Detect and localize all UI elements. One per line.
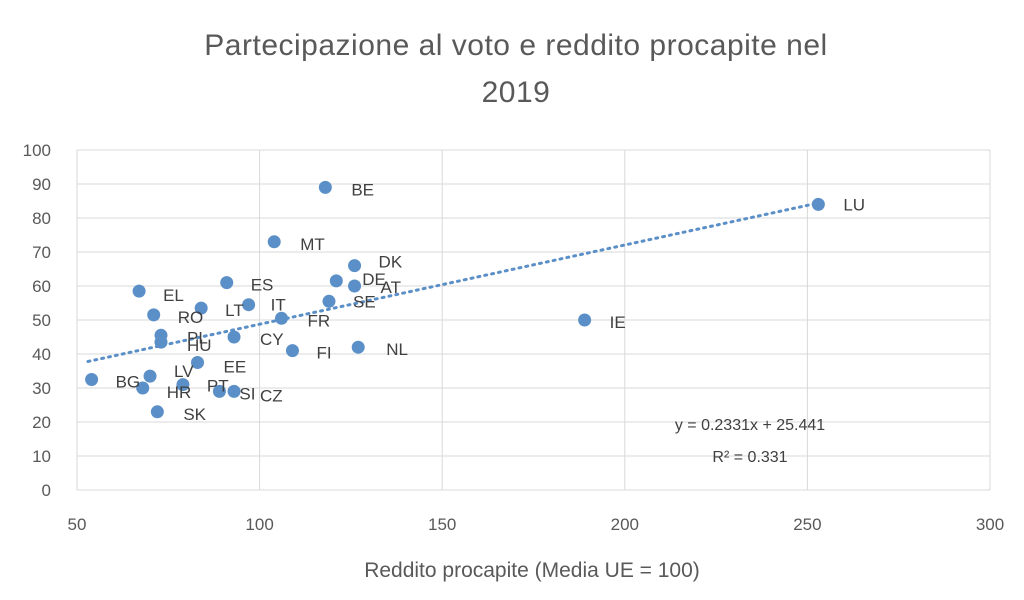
point-label-lt: LT — [225, 301, 244, 320]
point-label-ro: RO — [178, 308, 204, 327]
point-label-de: DE — [362, 270, 386, 289]
data-point-it — [242, 298, 256, 312]
data-point-fr — [275, 311, 289, 325]
x-tick-label: 100 — [245, 515, 273, 534]
data-point-at — [348, 279, 362, 293]
point-label-hu: HU — [187, 336, 212, 355]
point-label-bg: BG — [116, 373, 141, 392]
chart-title-line-2: 2019 — [482, 76, 551, 109]
data-point-mt — [267, 235, 281, 249]
data-points — [85, 180, 825, 419]
data-point-se — [322, 294, 336, 308]
y-tick-label: 30 — [32, 379, 51, 398]
point-label-ie: IE — [610, 313, 626, 332]
data-point-ee — [191, 356, 205, 369]
grid-lines — [76, 149, 991, 491]
y-tick-label: 0 — [42, 481, 51, 500]
y-tick-label: 40 — [32, 345, 51, 364]
point-label-lv: LV — [174, 362, 194, 381]
point-label-cy: CY — [260, 330, 284, 349]
point-label-pt: PT — [207, 377, 229, 396]
data-point-ie — [578, 313, 592, 327]
data-point-hu — [154, 335, 168, 349]
y-tick-label: 80 — [32, 209, 51, 228]
point-label-fr: FR — [308, 311, 331, 330]
point-label-be: BE — [351, 180, 374, 199]
point-label-cz: CZ — [260, 386, 283, 405]
trendline-equation: y = 0.2331x + 25.441 R² = 0.331 — [675, 417, 825, 466]
y-tick-label: 90 — [32, 175, 51, 194]
point-label-ee: EE — [224, 358, 247, 377]
data-point-hr — [136, 381, 150, 395]
point-label-at: AT — [381, 278, 401, 297]
data-point-lt — [194, 301, 208, 315]
y-tick-label: 100 — [23, 141, 51, 160]
data-point-lv — [143, 369, 157, 383]
point-label-pl: PL — [187, 328, 208, 347]
x-tick-label: 200 — [611, 515, 639, 534]
point-label-it: IT — [271, 296, 286, 315]
data-point-dk — [348, 259, 362, 273]
point-label-el: EL — [163, 286, 184, 305]
y-tick-label: 50 — [32, 311, 51, 330]
data-point-es — [220, 276, 234, 290]
point-label-fi: FI — [316, 344, 331, 363]
trendline-equation-text: y = 0.2331x + 25.441 — [675, 417, 825, 434]
x-tick-label: 150 — [428, 515, 456, 534]
data-point-fi — [285, 344, 299, 358]
x-tick-label: 50 — [68, 515, 87, 534]
point-label-es: ES — [251, 276, 274, 295]
y-tick-label: 70 — [32, 243, 51, 262]
data-point-de — [329, 274, 343, 288]
axes: 0 10 20 30 40 50 60 70 80 90 100 50 100 150 200 250 300 — [23, 141, 1005, 534]
point-label-lu: LU — [843, 195, 865, 214]
x-tick-label: 250 — [793, 515, 821, 534]
y-tick-label: 10 — [32, 447, 51, 466]
point-label-nl: NL — [386, 340, 408, 359]
point-label-se: SE — [353, 292, 376, 311]
y-tick-label: 60 — [32, 277, 51, 296]
point-label-hr: HR — [167, 383, 192, 402]
data-point-si — [212, 384, 226, 398]
x-tick-label: 300 — [976, 515, 1004, 534]
data-point-sk — [150, 405, 164, 419]
data-point-nl — [351, 340, 365, 354]
trendline — [86, 201, 820, 363]
data-point-ro — [147, 308, 161, 322]
chart-title: Partecipazione al voto e reddito procapi… — [204, 29, 827, 109]
point-label-mt: MT — [300, 235, 325, 254]
trendline-path — [86, 201, 820, 363]
data-point-pt — [176, 378, 190, 392]
chart-title-line-1: Partecipazione al voto e reddito procapi… — [204, 29, 827, 62]
point-label-si: SI — [239, 384, 255, 403]
data-point-cy — [227, 330, 241, 344]
trendline-r2-text: R² = 0.331 — [712, 449, 787, 466]
point-label-sk: SK — [183, 405, 206, 424]
y-tick-label: 20 — [32, 413, 51, 432]
x-axis-title: Reddito procapite (Media UE = 100) — [364, 559, 700, 582]
data-point-bg — [85, 373, 99, 386]
data-point-cz — [227, 384, 241, 398]
data-point-be — [318, 180, 332, 194]
data-point-lu — [811, 197, 825, 211]
point-label-dk: DK — [379, 253, 403, 272]
data-point-el — [132, 284, 146, 298]
